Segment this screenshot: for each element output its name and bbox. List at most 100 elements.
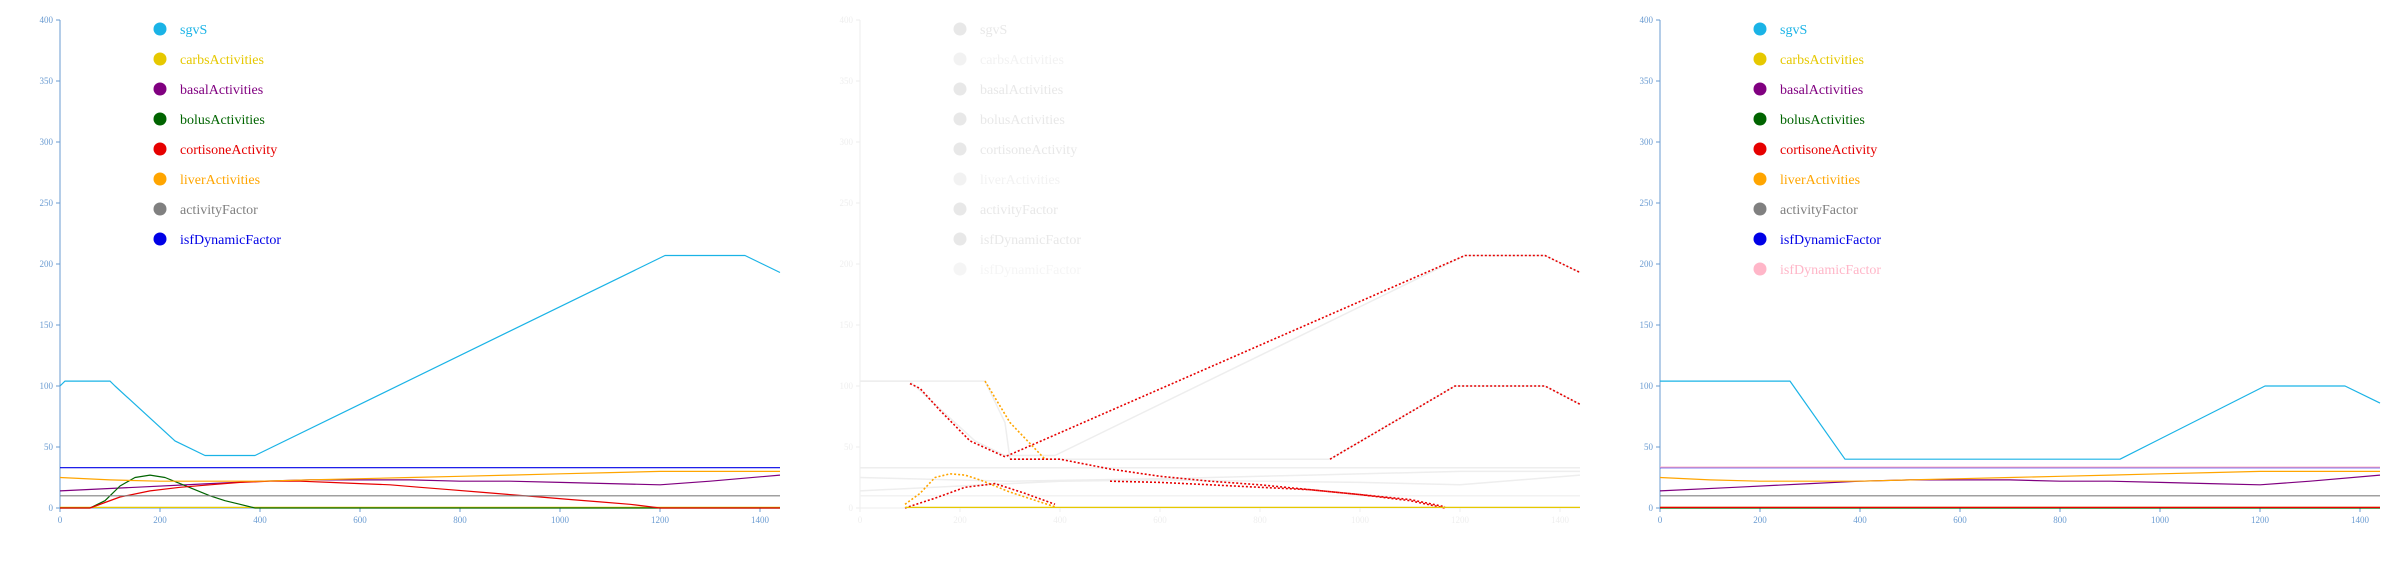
series-line-cortisoneActivity [1109, 480, 1446, 508]
y-tick-label: 150 [840, 320, 854, 330]
legend-label: carbsActivities [180, 53, 264, 68]
legend-marker [1753, 22, 1767, 36]
legend-label: liverActivities [1780, 173, 1860, 188]
y-tick-label: 50 [1644, 442, 1654, 452]
legend-marker [153, 202, 167, 216]
y-tick-label: 200 [1640, 259, 1654, 269]
y-tick-label: 400 [1640, 15, 1654, 25]
legend-label: liverActivities [180, 173, 260, 188]
legend-marker [953, 22, 967, 36]
legend-marker [1753, 172, 1767, 186]
legend-label: bolusActivities [180, 113, 265, 128]
legend-marker [1753, 82, 1767, 96]
x-tick-label: 1400 [2351, 515, 2370, 525]
series-group [859, 254, 1581, 509]
chart-panel-2: 0 50 100 150 200 250 300 350 400 0 200 400 600 800 100… [840, 15, 1581, 525]
x-tick-label: 400 [1053, 515, 1067, 525]
series-line-sgvS [860, 380, 1581, 460]
x-tick-label: 600 [1153, 515, 1167, 525]
legend-marker [953, 262, 967, 276]
legend-label: basalActivities [180, 83, 263, 98]
x-tick-label: 0 [858, 515, 863, 525]
legend-label: isfDynamicFactor [1780, 263, 1881, 278]
legend-label: isfDynamicFactor [1780, 233, 1881, 248]
legend-marker [153, 52, 167, 66]
legend-label: isfDynamicFactor [180, 233, 281, 248]
series-line-cortisoneActivity [60, 480, 780, 509]
legend-marker [153, 172, 167, 186]
x-tick-label: 800 [2053, 515, 2067, 525]
series-line-cortisoneActivity [1010, 458, 1446, 509]
series-group [1659, 380, 2381, 509]
y-tick-label: 0 [849, 503, 854, 513]
legend-label: activityFactor [1780, 203, 1858, 218]
y-tick-label: 50 [844, 442, 854, 452]
legend-marker [153, 232, 167, 246]
x-tick-label: 1200 [2251, 515, 2270, 525]
legend-label: activityFactor [180, 203, 258, 218]
legend-marker [953, 112, 967, 126]
legend-label: bolusActivities [1780, 113, 1865, 128]
legend-marker [1753, 142, 1767, 156]
legend-marker [1753, 232, 1767, 246]
chart-panel-3: 0 50 100 150 200 250 300 350 400 0 200 400 600 800 100… [1640, 15, 2381, 525]
series-line-bolusActivities [904, 472, 1056, 508]
legend-marker [153, 142, 167, 156]
y-tick-label: 350 [1640, 76, 1654, 86]
x-tick-label: 800 [1253, 515, 1267, 525]
series-line-sgvS [59, 254, 781, 457]
x-tick-label: 800 [453, 515, 467, 525]
y-tick-label: 300 [40, 137, 54, 147]
legend-marker [1753, 112, 1767, 126]
y-tick-label: 350 [40, 76, 54, 86]
series-line-sgvS [984, 380, 1050, 461]
x-tick-label: 1400 [1551, 515, 1570, 525]
x-tick-label: 1400 [751, 515, 770, 525]
x-tick-label: 1000 [1351, 515, 1370, 525]
legend-label: sgvS [980, 23, 1007, 38]
x-tick-label: 400 [253, 515, 267, 525]
y-tick-label: 300 [1640, 137, 1654, 147]
legend-marker [153, 22, 167, 36]
series-group [59, 254, 781, 509]
legend-label: cortisoneActivity [1780, 143, 1877, 158]
y-tick-label: 250 [1640, 198, 1654, 208]
y-tick-label: 400 [40, 15, 54, 25]
x-tick-label: 200 [953, 515, 967, 525]
legend-marker [153, 112, 167, 126]
legend-label: activityFactor [980, 203, 1058, 218]
x-tick-label: 400 [1853, 515, 1867, 525]
x-tick-label: 1000 [551, 515, 570, 525]
y-tick-label: 250 [40, 198, 54, 208]
legend: sgvS carbsActivities basalActivities bolusA… [1753, 22, 1881, 278]
series-line-basalActivities [1659, 474, 2381, 492]
y-tick-label: 150 [40, 320, 54, 330]
x-tick-label: 600 [1953, 515, 1967, 525]
series-line-sgvS [860, 254, 1581, 457]
legend-label: cortisoneActivity [180, 143, 277, 158]
series-line-sgvS [1329, 385, 1581, 460]
legend-marker [1753, 52, 1767, 66]
x-tick-label: 1200 [1451, 515, 1470, 525]
legend-label: isfDynamicFactor [980, 263, 1081, 278]
legend-marker [953, 232, 967, 246]
y-tick-label: 300 [840, 137, 854, 147]
legend-label: cortisoneActivity [980, 143, 1077, 158]
legend-label: isfDynamicFactor [980, 233, 1081, 248]
x-tick-label: 0 [1658, 515, 1663, 525]
legend-label: carbsActivities [1780, 53, 1864, 68]
legend-label: bolusActivities [980, 113, 1065, 128]
legend-marker [953, 52, 967, 66]
legend-label: liverActivities [980, 173, 1060, 188]
series-line-liverActivities [859, 470, 1580, 482]
y-tick-label: 0 [1649, 503, 1654, 513]
chart-panel-1: 0 50 100 150 200 250 300 350 400 0 200 400 600 800 100… [40, 15, 781, 525]
y-tick-label: 350 [840, 76, 854, 86]
legend-marker [953, 82, 967, 96]
y-tick-label: 50 [44, 442, 54, 452]
series-line-liverActivities [59, 470, 780, 482]
legend-label: sgvS [1780, 23, 1807, 38]
legend-marker [953, 142, 967, 156]
legend-label: basalActivities [980, 83, 1063, 98]
